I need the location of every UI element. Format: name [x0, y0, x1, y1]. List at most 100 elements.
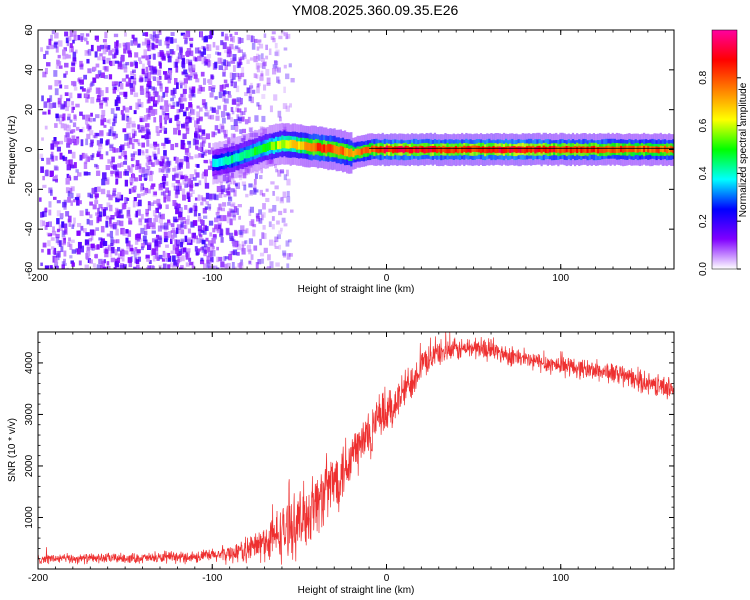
noise-cell — [255, 62, 259, 70]
noise-cell — [119, 220, 124, 227]
noise-cell — [161, 258, 166, 262]
noise-cell — [112, 54, 117, 59]
noise-cell — [229, 250, 234, 256]
noise-cell — [222, 69, 227, 74]
noise-cell — [151, 222, 156, 230]
noise-cell — [97, 207, 100, 215]
noise-cell — [167, 252, 171, 258]
noise-cell — [189, 261, 193, 266]
signal-cell — [375, 146, 378, 153]
noise-cell — [223, 256, 227, 261]
noise-cell — [68, 215, 72, 223]
noise-cell — [192, 56, 197, 61]
noise-cell — [120, 109, 124, 115]
noise-cell — [283, 208, 287, 214]
noise-cell — [216, 246, 220, 251]
noise-cell — [123, 44, 127, 51]
noise-cell — [76, 222, 82, 228]
noise-cell — [91, 188, 96, 194]
noise-cell — [131, 34, 135, 39]
noise-cell — [147, 242, 152, 250]
noise-cell — [258, 209, 263, 215]
noise-cell — [89, 201, 93, 206]
noise-cell — [67, 190, 71, 197]
noise-cell — [137, 267, 143, 269]
signal-cell — [235, 153, 238, 162]
noise-cell — [218, 91, 222, 99]
noise-cell — [122, 128, 127, 133]
noise-cell — [105, 100, 109, 107]
noise-cell — [163, 150, 167, 156]
noise-cell — [66, 40, 70, 47]
noise-cell — [165, 173, 169, 178]
noise-cell — [253, 56, 258, 63]
noise-cell — [129, 182, 133, 186]
noise-cell — [109, 61, 113, 67]
y-tick-label: 60 — [24, 24, 35, 36]
noise-cell — [63, 250, 67, 257]
noise-cell — [244, 119, 249, 125]
noise-cell — [158, 204, 162, 209]
noise-cell — [221, 61, 225, 65]
noise-cell — [203, 169, 208, 177]
noise-cell — [232, 133, 236, 138]
noise-cell — [65, 106, 69, 112]
noise-cell — [146, 258, 150, 262]
noise-cell — [242, 128, 247, 134]
signal-cell — [458, 146, 462, 153]
noise-cell — [125, 83, 130, 87]
noise-cell — [71, 129, 76, 133]
noise-cell — [248, 260, 252, 264]
noise-cell — [119, 214, 124, 219]
noise-cell — [172, 101, 176, 107]
noise-cell — [207, 60, 212, 67]
noise-cell — [129, 83, 133, 89]
noise-cell — [175, 189, 180, 195]
noise-cell — [66, 267, 69, 269]
noise-cell — [222, 72, 226, 77]
noise-cell — [259, 238, 262, 246]
noise-cell — [168, 74, 172, 81]
noise-cell — [42, 175, 45, 181]
noise-cell — [137, 238, 143, 242]
noise-cell — [135, 210, 138, 218]
signal-cell — [335, 146, 338, 155]
noise-cell — [249, 190, 253, 196]
noise-cell — [200, 201, 204, 206]
noise-cell — [61, 104, 66, 109]
noise-cell — [86, 218, 90, 225]
noise-cell — [117, 253, 123, 260]
noise-cell — [199, 107, 203, 112]
noise-cell — [234, 124, 239, 132]
noise-cell — [202, 46, 206, 51]
noise-cell — [170, 250, 175, 254]
noise-cell — [255, 215, 261, 222]
noise-cell — [47, 233, 53, 237]
noise-cell — [191, 116, 195, 121]
noise-cell — [73, 162, 77, 169]
noise-cell — [234, 183, 238, 187]
noise-cell — [186, 48, 192, 54]
noise-cell — [193, 203, 197, 207]
noise-cell — [114, 169, 119, 176]
noise-cell — [114, 81, 118, 86]
noise-cell — [132, 85, 136, 93]
noise-cell — [50, 189, 53, 196]
noise-cell — [176, 120, 181, 126]
signal-cell — [314, 143, 317, 152]
noise-cell — [124, 107, 130, 113]
signal-cell — [410, 146, 414, 154]
noise-cell — [156, 143, 160, 147]
noise-cell — [115, 48, 119, 56]
signal-cell — [243, 150, 246, 159]
noise-cell — [214, 224, 219, 230]
noise-cell — [54, 257, 59, 264]
noise-cell — [288, 63, 292, 68]
noise-cell — [141, 193, 145, 197]
noise-cell — [45, 169, 49, 175]
noise-cell — [237, 47, 241, 53]
noise-cell — [200, 146, 204, 152]
noise-cell — [217, 57, 222, 65]
noise-cell — [253, 184, 257, 191]
noise-cell — [254, 115, 259, 122]
